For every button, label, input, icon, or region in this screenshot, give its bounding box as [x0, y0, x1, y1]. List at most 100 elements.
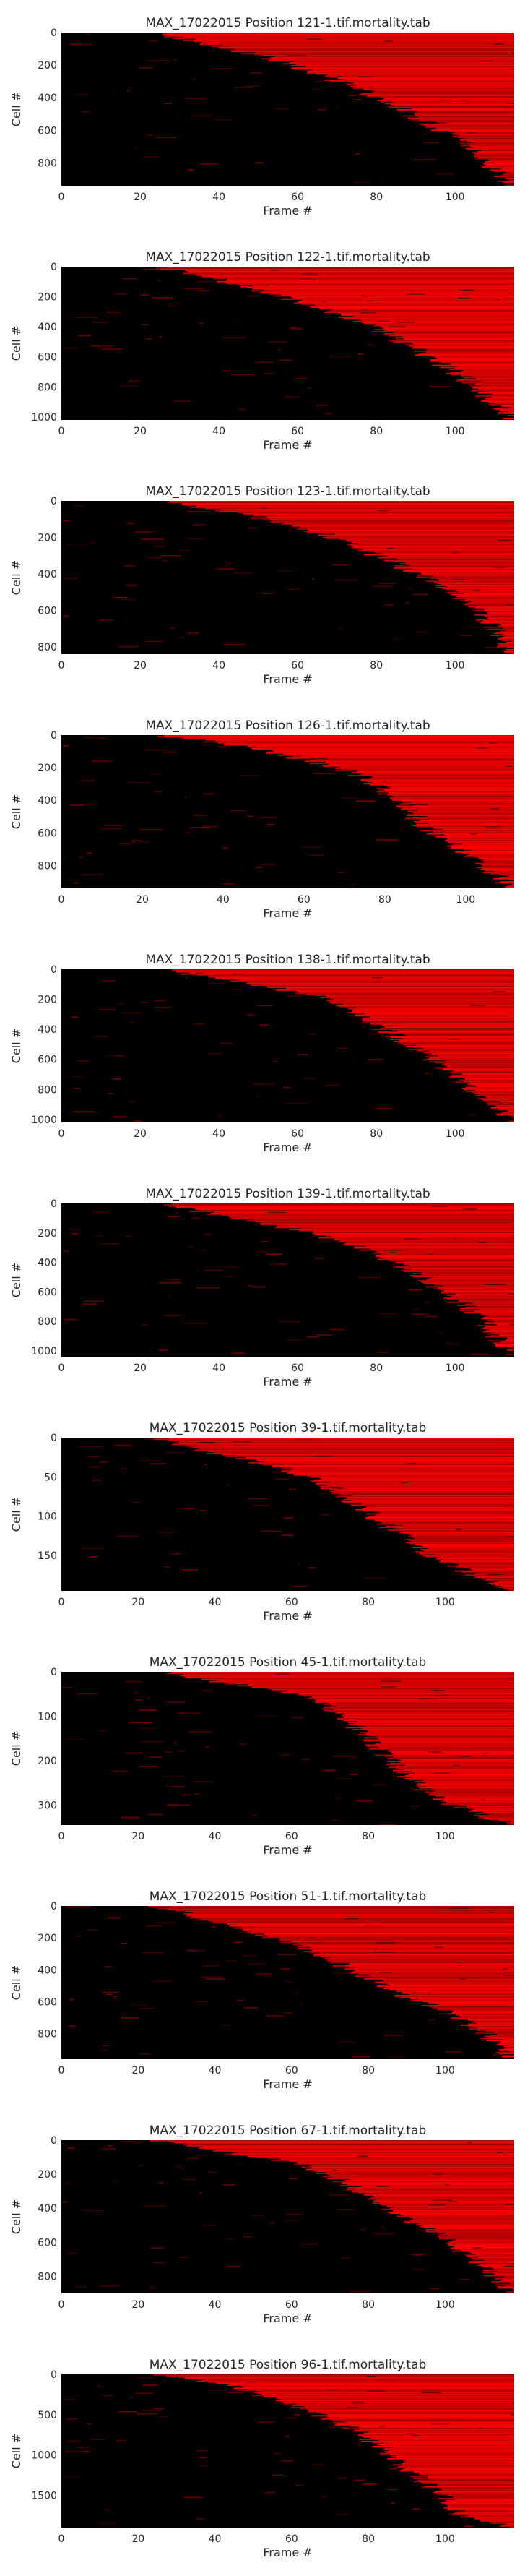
heatmap-row — [455, 132, 514, 133]
heatmap-row — [334, 2424, 514, 2426]
heatmap-gap — [300, 1255, 316, 1256]
heatmap-row — [194, 1450, 514, 1451]
heatmap-row — [491, 2281, 514, 2283]
heatmap-row — [347, 2184, 514, 2186]
heatmap-row — [474, 383, 514, 385]
heatmap-gap — [309, 1120, 321, 1122]
heatmap-row — [228, 2384, 514, 2386]
heatmap-row — [417, 111, 514, 113]
heatmap-noise — [469, 2027, 491, 2029]
heatmap-row — [332, 308, 514, 310]
heatmap-noise — [138, 67, 154, 69]
heatmap-noise — [193, 1023, 204, 1025]
heatmap-row — [450, 2017, 514, 2019]
heatmap-row — [406, 1542, 514, 1544]
heatmap-row — [372, 776, 514, 778]
heatmap-row — [476, 2022, 514, 2024]
heatmap-row — [316, 73, 514, 75]
heatmap-noise — [254, 162, 264, 164]
heatmap-row — [470, 2260, 514, 2262]
heatmap-row — [426, 833, 514, 835]
heatmap-row — [438, 1287, 514, 1289]
heatmap-row — [211, 46, 514, 48]
heatmap-row — [240, 1926, 514, 1928]
heatmap-noise — [198, 280, 214, 283]
heatmap-row — [396, 558, 514, 559]
heatmap-row — [498, 413, 514, 414]
heatmap-row — [343, 1715, 514, 1717]
heatmap-gap — [102, 1055, 113, 1057]
x-tick-label: 100 — [446, 660, 465, 671]
x-tick-label: 0 — [58, 2299, 65, 2311]
heatmap-row — [409, 1993, 514, 1996]
heatmap-noise — [134, 531, 152, 533]
heatmap-row — [413, 343, 514, 345]
heatmap-row — [275, 1227, 514, 1229]
heatmap-row — [488, 401, 514, 403]
heatmap-row — [402, 1993, 514, 1994]
heatmap-row — [488, 1582, 514, 1584]
heatmap-noise — [429, 386, 452, 388]
heatmap-noise — [226, 1485, 230, 1486]
heatmap-row — [501, 168, 514, 170]
heatmap-row — [429, 2006, 514, 2008]
heatmap-gap — [97, 2030, 112, 2032]
heatmap-row — [387, 1761, 514, 1762]
heatmap-row — [470, 386, 514, 388]
heatmap-row — [362, 1739, 514, 1741]
heatmap-row — [352, 1729, 514, 1730]
heatmap-row — [301, 1227, 514, 1229]
heatmap-row — [397, 1776, 514, 1778]
heatmap-row — [484, 626, 514, 628]
heatmap-gap — [165, 576, 179, 578]
heatmap-noise — [257, 1251, 269, 1253]
heatmap-row — [345, 2180, 514, 2181]
heatmap-row — [267, 987, 514, 988]
heatmap-row — [269, 59, 514, 61]
x-tick-label: 60 — [285, 1597, 298, 1608]
heatmap-row — [447, 1565, 514, 1567]
heatmap-row — [204, 2148, 514, 2150]
heatmap-noise — [154, 791, 162, 793]
heatmap-noise — [241, 1954, 257, 1957]
heatmap-row — [334, 1238, 514, 1240]
heatmap-row — [175, 970, 514, 972]
heatmap-row — [509, 2282, 514, 2284]
heatmap-noise — [188, 1246, 193, 1248]
heatmap-row — [452, 598, 514, 600]
heatmap-row — [437, 583, 514, 584]
heatmap-row — [467, 1091, 514, 1093]
heatmap-row — [252, 2395, 514, 2397]
heatmap-row — [500, 1341, 514, 1343]
heatmap-row — [436, 586, 514, 588]
heatmap-noise — [77, 93, 89, 95]
heatmap-row — [427, 2474, 514, 2476]
heatmap-row — [359, 1732, 514, 1734]
heatmap-row — [339, 1240, 514, 1242]
heatmap-row — [463, 377, 514, 379]
heatmap-row — [396, 1772, 514, 1774]
heatmap-row — [478, 1816, 514, 1819]
heatmap-noise — [234, 86, 254, 88]
heatmap-row — [366, 1245, 514, 1247]
heatmap-row — [502, 637, 514, 638]
heatmap-noise — [202, 793, 214, 795]
heatmap-gap — [171, 554, 181, 556]
heatmap-row — [270, 56, 514, 59]
heatmap-gap — [119, 1240, 122, 1242]
heatmap-row — [175, 1206, 514, 1208]
heatmap-row — [303, 1695, 514, 1697]
heatmap-row — [274, 56, 514, 58]
heatmap-gap — [232, 1441, 251, 1442]
heatmap-row — [474, 158, 514, 160]
heatmap-row — [238, 512, 514, 514]
heatmap-row — [205, 739, 514, 741]
heatmap-row — [321, 1487, 514, 1490]
heatmap-row — [228, 1216, 514, 1217]
heatmap-row — [269, 293, 514, 295]
heatmap-noise — [447, 2513, 453, 2515]
heatmap-row — [473, 1808, 514, 1811]
heatmap-noise — [316, 1334, 332, 1336]
y-tick-label: 1000 — [31, 1115, 57, 1126]
x-axis-label: Frame # — [263, 1375, 312, 1388]
